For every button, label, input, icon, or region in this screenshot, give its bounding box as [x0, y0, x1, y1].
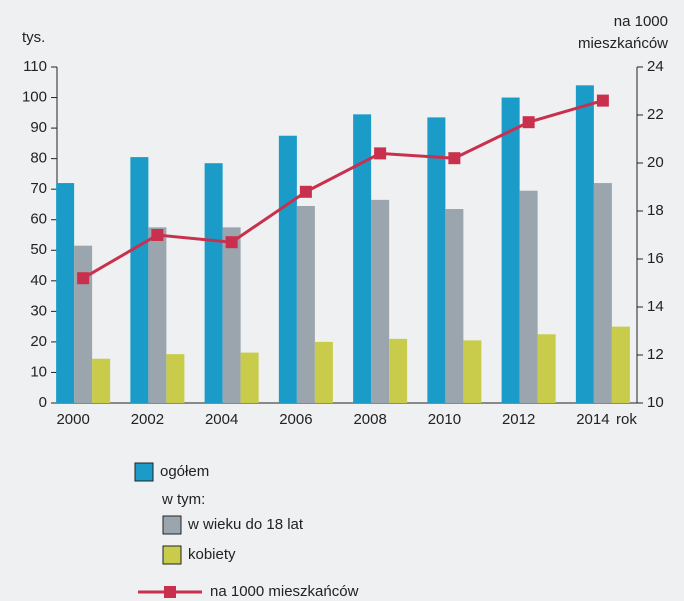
legend-swatch — [162, 545, 182, 565]
x-axis-label: rok — [616, 411, 637, 428]
bar — [427, 117, 446, 404]
x-tick-label: 2010 — [428, 411, 461, 428]
bar — [611, 326, 630, 403]
x-tick-label: 2000 — [56, 411, 89, 428]
bar — [240, 352, 259, 403]
legend-label: kobiety — [188, 546, 236, 563]
y-tick-label: 110 — [23, 58, 47, 75]
bar — [519, 190, 538, 403]
bar — [74, 245, 93, 403]
line-marker — [596, 94, 609, 107]
y2-tick-label: 16 — [647, 250, 664, 267]
bar — [166, 354, 185, 403]
y2-tick-label: 20 — [647, 154, 664, 171]
y-tick-label: 60 — [30, 211, 47, 228]
y2-tick-label: 14 — [647, 298, 664, 315]
x-tick-label: 2002 — [131, 411, 164, 428]
x-tick-label: 2012 — [502, 411, 535, 428]
legend-swatch — [162, 515, 182, 535]
x-tick-label: 2014 — [576, 411, 609, 428]
bar — [296, 205, 315, 403]
bar — [204, 163, 223, 403]
legend-swatch — [134, 462, 154, 482]
bar — [148, 227, 167, 403]
bar — [593, 183, 612, 403]
y-tick-label: 10 — [30, 363, 47, 380]
y-tick-label: 30 — [30, 302, 47, 319]
legend-marker — [164, 586, 176, 598]
line-marker — [299, 185, 312, 198]
y-axis-label: tys. — [22, 29, 45, 46]
y-tick-label: 0 — [39, 394, 47, 411]
legend-label: na 1000 mieszkańców — [210, 583, 359, 600]
y2-tick-label: 12 — [647, 346, 664, 363]
bar — [222, 227, 241, 403]
y2-axis-label: na 1000 — [614, 13, 668, 30]
y-tick-label: 100 — [22, 89, 47, 106]
y-tick-label: 20 — [30, 333, 47, 350]
y2-axis-label: mieszkańców — [578, 35, 668, 52]
y2-tick-label: 24 — [647, 58, 664, 75]
line-marker — [151, 229, 164, 241]
bar — [389, 338, 408, 403]
bar — [371, 199, 390, 403]
line-marker — [225, 236, 238, 249]
legend-note: w tym: — [161, 491, 205, 508]
line-marker — [522, 116, 535, 129]
line-marker — [374, 147, 387, 160]
x-tick-label: 2008 — [353, 411, 386, 428]
bar — [56, 183, 75, 403]
y-tick-label: 70 — [30, 180, 47, 197]
y-tick-label: 80 — [30, 150, 47, 167]
line-marker — [448, 152, 461, 165]
line-marker — [77, 272, 90, 285]
bar — [445, 209, 464, 403]
y2-tick-label: 22 — [647, 106, 664, 123]
bar — [463, 340, 482, 403]
bar — [278, 135, 297, 403]
y-tick-label: 50 — [30, 241, 47, 258]
y-tick-label: 40 — [30, 272, 47, 289]
y2-tick-label: 10 — [647, 394, 664, 411]
bar — [130, 157, 149, 403]
y2-tick-label: 18 — [647, 202, 664, 219]
y-tick-label: 90 — [30, 119, 47, 136]
line — [82, 99, 604, 280]
legend-label: w wieku do 18 lat — [187, 516, 304, 533]
bar — [575, 85, 594, 403]
bar — [353, 114, 372, 403]
bar — [314, 341, 333, 403]
bar — [537, 334, 556, 403]
x-tick-label: 2004 — [205, 411, 238, 428]
bar — [92, 358, 111, 403]
bar — [501, 97, 520, 403]
legend-label: ogółem — [160, 463, 209, 480]
x-tick-label: 2006 — [279, 411, 312, 428]
